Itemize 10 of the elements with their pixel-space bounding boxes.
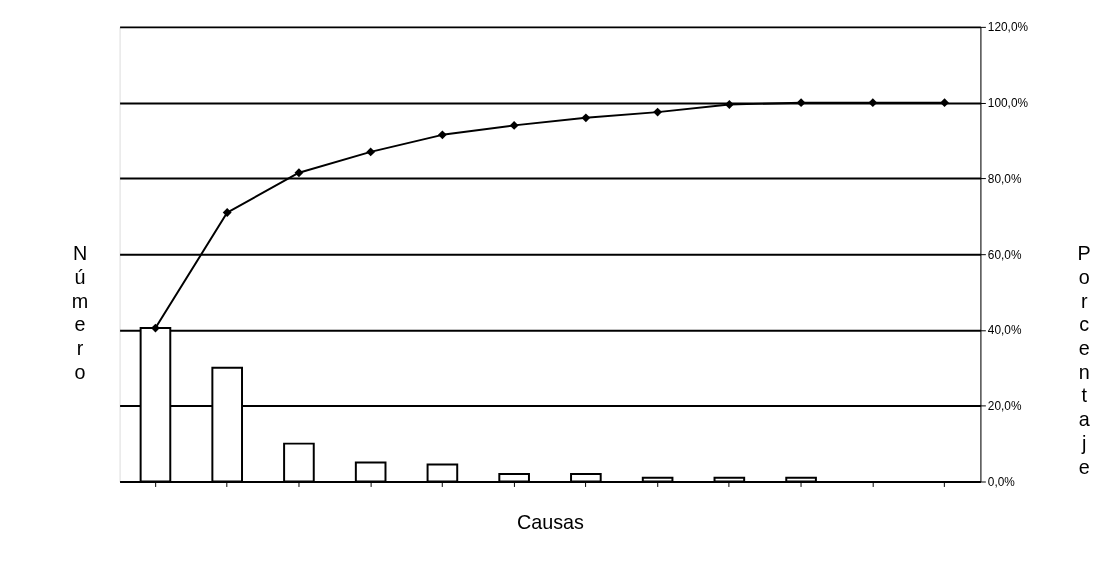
y2-tick-label: 0,0% (987, 474, 1016, 489)
text: Porcentaje (1077, 242, 1091, 478)
x-axis-title: Causas (517, 511, 585, 534)
y2-tick-label: 120,0% (987, 20, 1029, 35)
y2-tick-label: 100,0% (987, 96, 1029, 111)
y-axis-title: Número (71, 242, 89, 383)
y2-tick-label: 80,0% (987, 171, 1022, 186)
y2-tick-label: 20,0% (987, 399, 1022, 414)
y2-tick-label: 40,0% (987, 323, 1022, 338)
y2-tick-label: 60,0% (987, 247, 1022, 262)
